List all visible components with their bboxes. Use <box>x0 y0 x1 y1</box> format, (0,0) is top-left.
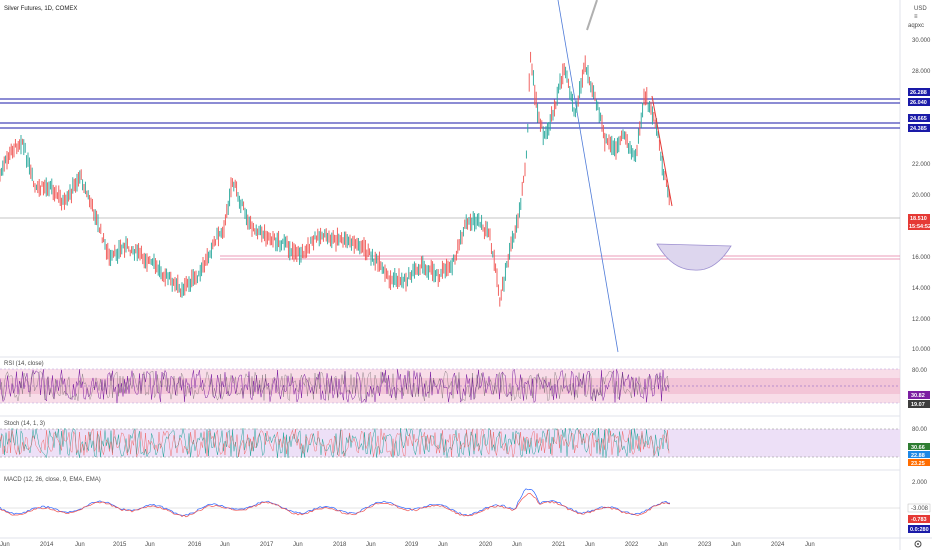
time-label: 2016 <box>188 542 202 548</box>
time-label: 2017 <box>260 542 274 548</box>
time-label: 2024 <box>771 542 785 548</box>
stoch-line <box>0 427 670 459</box>
stoch-title[interactable]: Stoch (14, 1, 3) <box>4 421 45 427</box>
price-badge-text: 24.665 <box>910 116 927 122</box>
time-label: Jun <box>145 542 155 548</box>
time-label: Jun <box>438 542 448 548</box>
stoch-badge <box>908 443 930 450</box>
time-label: Jun <box>75 542 85 548</box>
macd-badge <box>907 503 931 513</box>
price-badge-text: 24.385 <box>910 126 927 132</box>
rsi-badge <box>908 400 930 408</box>
macd-badge <box>908 525 930 533</box>
stoch-badge-text: 22.88 <box>911 453 925 459</box>
down-trend-line[interactable] <box>651 95 673 207</box>
currency-label: USD <box>914 6 927 12</box>
time-axis[interactable]: Jun 2014 Jun 2015 Jun 2016 Jun 2017 Jun … <box>0 537 932 548</box>
cup-projection-shape[interactable] <box>656 243 732 271</box>
price-axis[interactable]: 30.000 28.000 22.000 20.000 16.000 14.00… <box>912 38 931 353</box>
rsi-axis-label: 80.00 <box>912 368 928 374</box>
rsi-badge <box>908 391 930 399</box>
rsi-line <box>0 368 670 404</box>
symbol-title[interactable]: Silver Futures, 1D, COMEX <box>4 6 77 12</box>
price-axis-label: 30.000 <box>912 38 931 44</box>
time-label: 2023 <box>698 542 712 548</box>
trend-line-ray[interactable] <box>586 0 598 31</box>
time-label: Jun <box>293 542 303 548</box>
indicator-path <box>0 368 670 404</box>
price-badge <box>908 124 930 132</box>
price-badge <box>908 114 930 122</box>
currency-menu-icon[interactable]: ≡ <box>914 14 918 20</box>
time-label: 2018 <box>333 542 347 548</box>
time-label: Jun <box>658 542 668 548</box>
stoch-axis-label: 80.00 <box>912 427 928 433</box>
time-label: Jun <box>366 542 376 548</box>
stoch-badge <box>908 459 930 466</box>
stoch-badge <box>908 451 930 458</box>
countdown-badge <box>908 222 930 230</box>
price-badges: 26.288 26.040 24.665 24.385 18.510 15:54… <box>908 88 931 230</box>
price-axis-label: 22.000 <box>912 162 931 168</box>
macd-badge-text: -0.783 <box>911 517 927 523</box>
time-label: 2014 <box>40 542 54 548</box>
macd-axis-label: 2.000 <box>912 480 928 486</box>
settings-gear-icon[interactable] <box>914 540 922 548</box>
price-axis-label: 10.000 <box>912 347 931 353</box>
price-axis-label: 28.000 <box>912 69 931 75</box>
last-price-badge <box>908 214 930 222</box>
horizontal-levels[interactable] <box>0 98 900 260</box>
last-price-text: 18.510 <box>910 216 927 222</box>
price-axis-label: 16.000 <box>912 255 931 261</box>
time-label: Jun <box>731 542 741 548</box>
time-label: 2019 <box>405 542 419 548</box>
indicator-path <box>0 428 670 458</box>
time-label: 2022 <box>625 542 639 548</box>
time-label: Jun <box>585 542 595 548</box>
rsi-title[interactable]: RSI (14, close) <box>4 361 44 367</box>
indicator-path <box>0 427 670 459</box>
time-label: 2020 <box>479 542 493 548</box>
price-axis-label: 12.000 <box>912 317 931 323</box>
stoch-badge-text: 23.25 <box>911 461 925 467</box>
time-label: 2015 <box>113 542 127 548</box>
macd-path <box>0 492 671 518</box>
time-label: Jun <box>512 542 522 548</box>
stoch-badge-text: 30.66 <box>911 445 925 451</box>
macd-line <box>0 488 671 518</box>
macd-badge-text: -3.008 <box>911 506 929 512</box>
countdown-text: 15:54:52 <box>909 224 931 230</box>
rsi-pane[interactable]: RSI (14, close) 80.00 30.82 19.07 <box>0 361 930 408</box>
time-label: Jun <box>805 542 815 548</box>
macd-badge <box>908 515 930 523</box>
stoch-pane[interactable]: Stoch (14, 1, 3) 80.00 30.66 22.88 23.25 <box>0 421 930 467</box>
price-badge-text: 26.288 <box>910 90 927 96</box>
indicator-path <box>0 370 670 402</box>
price-badge <box>908 88 930 96</box>
scale-label: aqpxc <box>908 23 924 29</box>
time-label: Jun <box>0 542 10 548</box>
macd-title[interactable]: MACD (12, 26, close, 9, EMA, EMA) <box>4 477 101 483</box>
rsi-badge-text: 30.82 <box>911 393 925 399</box>
macd-badge-text: 0.0:280 <box>910 527 929 533</box>
price-axis-label: 20.000 <box>912 193 931 199</box>
price-badge <box>908 98 930 106</box>
price-candles <box>0 51 670 307</box>
macd-pane[interactable]: MACD (12, 26, close, 9, EMA, EMA) 2.000 … <box>0 477 931 533</box>
rsi-badge-text: 19.07 <box>911 402 925 408</box>
price-badge-text: 26.040 <box>910 100 927 106</box>
time-label: Jun <box>220 542 230 548</box>
price-axis-label: 14.000 <box>912 286 931 292</box>
macd-path <box>0 488 670 517</box>
time-label: 2021 <box>552 542 566 548</box>
trend-line[interactable] <box>557 0 619 353</box>
